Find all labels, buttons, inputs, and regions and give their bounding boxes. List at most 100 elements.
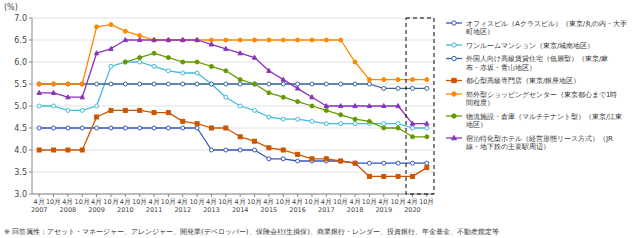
marker [224,82,228,86]
series [37,82,429,90]
marker [253,38,257,42]
marker [80,82,84,86]
text-line: オフィスビル（Aクラスビル）（東京/丸の内・大手 [466,20,627,28]
marker [95,126,99,130]
marker [425,86,429,90]
marker [382,104,386,108]
marker [209,148,213,152]
marker [95,104,99,108]
marker [410,78,414,82]
marker [452,43,456,47]
y-axis [32,18,33,194]
text-line: 2018 [347,206,364,214]
x-tick-label: 10月 [419,198,434,206]
marker [166,69,170,73]
marker [123,108,127,112]
marker [80,95,84,99]
marker [66,82,70,86]
footnote: ※ 回答属性：アセット・マネージャー、アレンジャー、開発業(デベロッパー)、保険… [4,228,499,236]
marker [123,82,127,86]
marker [224,46,228,50]
marker [181,126,185,130]
y-tick-label: 3.5 [14,168,27,177]
series [123,51,429,139]
legend-label: ワンルームマンション（東京/城南地区） [466,42,594,50]
marker [267,115,271,119]
marker [310,95,314,99]
marker [382,126,386,130]
marker [195,82,199,86]
marker [238,38,242,42]
marker [138,126,142,130]
marker [209,126,213,130]
marker [138,108,142,112]
marker [37,126,41,130]
chart: 3.03.54.04.55.05.56.06.57.04月200710月4月20… [0,0,634,238]
marker [281,157,285,161]
marker [396,174,400,178]
marker [396,122,400,126]
text-line: 間程度） [466,99,494,107]
grid-line [32,172,434,173]
x-tick [355,194,356,197]
marker [238,78,242,82]
marker [339,159,343,163]
grid-line [32,194,434,195]
marker [295,86,299,90]
legend: オフィスビル（Aクラスビル）（東京/丸の内・大手町地区） ワンルームマンション（東… [446,20,627,152]
marker [281,117,285,121]
marker [253,82,257,86]
marker [66,108,70,112]
x-tick [39,194,40,197]
marker [37,148,41,152]
marker [410,86,414,90]
marker [296,117,300,121]
marker [109,108,113,112]
marker [181,119,185,123]
marker [181,82,185,86]
marker [109,46,113,50]
x-tick [326,194,327,197]
marker [353,82,357,86]
series [37,38,429,126]
marker [94,51,98,55]
marker [66,95,70,99]
marker [324,38,328,42]
marker [367,119,371,123]
text-line: ワンルームマンション（東京/城南地区） [466,42,594,50]
marker [37,90,41,94]
legend-label: 宿泊特化型ホテル（経営形態リース方式）（JR線・地下鉄の主要駅周辺） [465,135,613,152]
marker [253,139,257,143]
legend-label: 郊外型ショッピングセンター（東京都心まで1時間程度） [466,91,617,108]
marker [95,82,99,86]
marker [52,126,56,130]
marker [209,82,213,86]
marker [310,82,314,86]
marker [281,82,285,86]
x-axis [32,194,434,195]
text-line: 町地区） [466,28,494,36]
text-line: 2019 [375,206,392,214]
marker [252,55,256,59]
x-tick [197,194,198,197]
marker [52,104,56,108]
series-line [39,110,427,176]
y-axis-label: (%) [4,3,18,12]
marker [452,114,456,118]
x-tick [139,194,140,197]
marker [267,157,271,161]
marker [425,126,429,130]
series [37,60,429,130]
marker [138,82,142,86]
text-line: 2016 [289,206,306,214]
marker [37,82,41,86]
marker [66,148,70,152]
marker [195,38,199,42]
text-line: 10月 [419,198,434,206]
legend-label: オフィスビル（Aクラスビル）（東京/丸の内・大手町地区） [466,20,627,37]
marker [138,60,142,64]
x-tick [110,194,111,197]
text-line: 2015 [261,206,278,214]
text-line: 宿泊特化型ホテル（経営形態リース方式）（JR [466,135,613,143]
marker [152,38,156,42]
